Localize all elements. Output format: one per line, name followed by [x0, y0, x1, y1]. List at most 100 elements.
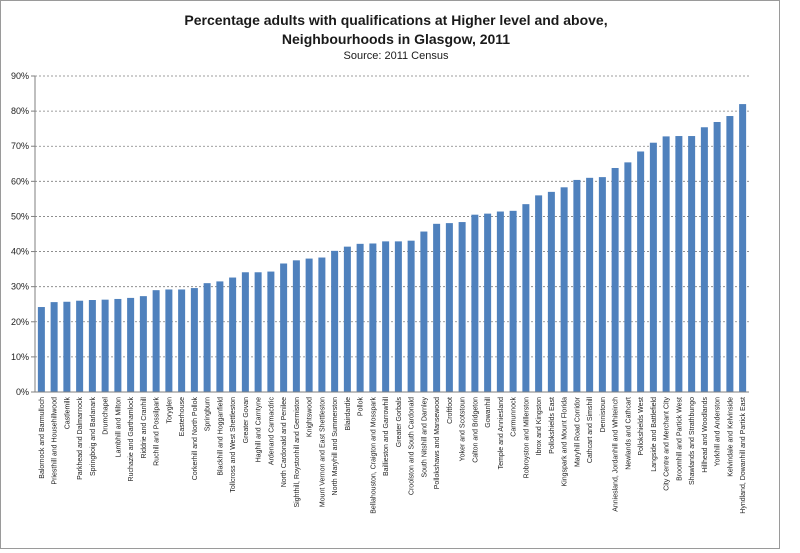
x-category-label: Bellahouston, Craigton and Mosspark	[370, 397, 377, 514]
bar	[420, 231, 428, 392]
bar	[369, 243, 377, 392]
bars	[37, 104, 747, 393]
bar	[267, 271, 275, 392]
bar	[560, 187, 568, 392]
bar	[88, 300, 96, 392]
x-category-label: Springboig and Barlanark	[90, 397, 97, 476]
x-category-label: Yorkhill and Anderston	[715, 397, 722, 467]
x-category-label: City Centre and Merchant City	[664, 397, 671, 491]
bar	[165, 289, 173, 392]
bar	[458, 222, 466, 392]
x-category-label: Tollcross and West Shettleston	[230, 397, 237, 493]
chart-title-line-2: Neighbourhoods in Glasgow, 2011	[282, 31, 510, 47]
bar	[433, 223, 441, 392]
y-tick-label: 60%	[11, 176, 29, 186]
bar	[675, 136, 683, 392]
bar	[190, 288, 198, 392]
x-category-label: South Nitshill and Darnley	[421, 397, 428, 478]
y-tick-label: 50%	[11, 211, 29, 221]
x-category-label: Gowanhill	[485, 397, 492, 428]
x-category-label: Langside and Battlefield	[651, 397, 658, 472]
x-category-label: Hyndland, Dowanhill and Partick East	[740, 397, 747, 514]
x-category-label: Pollokshaws and Mansewood	[434, 397, 441, 489]
bar	[382, 241, 390, 392]
x-category-label: Pollok	[358, 397, 365, 417]
chart-subtitle: Source: 2011 Census	[344, 50, 449, 62]
x-category-label: North Maryhill and Summerston	[332, 397, 339, 496]
y-axis-ticks: 0% 10% 20% 30% 40% 50% 60% 70% 80% 90%	[11, 71, 35, 397]
bar	[637, 151, 645, 392]
x-category-label: Shawlands and Strathbungo	[689, 397, 696, 485]
bar	[624, 162, 632, 392]
bar	[598, 177, 606, 392]
bar	[688, 136, 696, 392]
bar	[280, 263, 288, 392]
bar	[305, 258, 313, 392]
x-category-label: Greater Gorbals	[396, 397, 403, 448]
bar	[509, 210, 517, 392]
bar	[573, 179, 581, 392]
x-category-label: Ibrox and Kingston	[536, 397, 543, 455]
bar	[471, 214, 479, 392]
x-category-label: Carmunnock	[511, 397, 518, 437]
bar	[611, 167, 619, 392]
x-category-label: Sighthill, Roystonhill and Germiston	[294, 397, 301, 508]
bar	[76, 300, 84, 392]
bar	[63, 301, 71, 392]
gridlines	[35, 75, 749, 358]
bar	[331, 250, 339, 392]
x-category-label: Ruchazie and Garthamlock	[128, 397, 135, 482]
x-category-label: Blackhill and Hogganfield	[217, 397, 224, 476]
bar	[114, 298, 122, 392]
y-tick-label: 90%	[11, 71, 29, 81]
x-category-label: Cathcart and Simshill	[587, 397, 594, 464]
bar	[394, 241, 402, 392]
x-category-label: North Cardonald and Penilee	[281, 397, 288, 487]
x-category-label: Robroyston and Millerston	[523, 397, 530, 478]
x-category-label: Broomhill and Partick West	[676, 397, 683, 481]
bar	[547, 191, 555, 392]
bar	[343, 246, 351, 392]
x-category-label: Kingspark and Mount Florida	[562, 397, 569, 487]
bar	[522, 204, 530, 392]
x-axis-labels: Balornock and Barmulloch Priesthill and H…	[39, 396, 747, 513]
bar	[662, 136, 670, 392]
bar	[152, 290, 160, 392]
axes	[34, 76, 749, 393]
bar	[203, 283, 211, 392]
x-category-label: Ruchill and Possilpark	[154, 397, 161, 466]
bar	[445, 223, 453, 392]
bar	[37, 307, 45, 392]
bar	[535, 195, 543, 392]
bar	[139, 296, 147, 392]
y-tick-label: 10%	[11, 352, 29, 362]
x-category-label: Newlands and Cathcart	[625, 397, 632, 470]
x-category-label: Baillieston and Garrowhill	[383, 397, 390, 476]
x-category-label: Croolston and South Cardonald	[409, 397, 416, 495]
bar	[318, 257, 326, 392]
x-category-label: Pollokshields West	[638, 397, 645, 456]
bar	[739, 104, 747, 392]
x-category-label: Lambhill and Milton	[115, 397, 122, 457]
bar	[292, 260, 300, 392]
bar	[101, 299, 109, 392]
bar	[586, 177, 594, 392]
x-category-label: Dennistoun	[600, 397, 607, 433]
bar	[178, 289, 186, 392]
bar	[649, 142, 657, 392]
bar	[254, 272, 262, 392]
bar	[496, 211, 504, 392]
bar	[241, 272, 249, 392]
x-category-label: Easterhouse	[179, 397, 186, 436]
x-category-label: Pollokshields East	[549, 397, 556, 454]
bar-chart: Percentage adults with qualifications at…	[11, 12, 749, 514]
x-category-label: Anniesland, Jordanhill and Whiteinch	[613, 397, 620, 512]
x-category-label: Greater Govan	[243, 397, 250, 443]
y-tick-label: 30%	[11, 282, 29, 292]
x-category-label: Temple and Anniesland	[498, 397, 505, 469]
bar	[700, 127, 708, 393]
bar	[484, 213, 492, 392]
bar	[726, 116, 734, 392]
x-category-label: Ardenand Carmacdric	[268, 397, 275, 466]
x-category-label: Croftfoot	[447, 397, 454, 424]
